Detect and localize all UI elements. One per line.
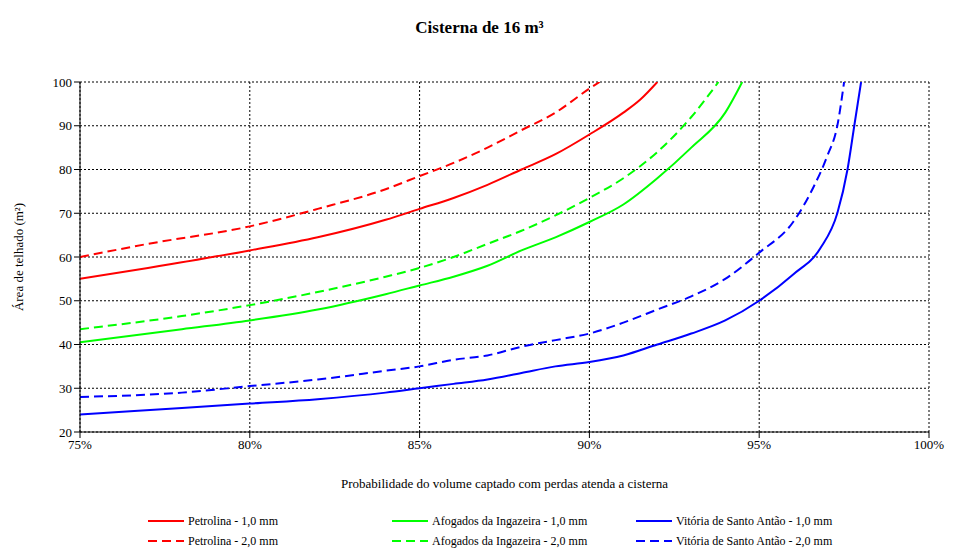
svg-text:20: 20	[59, 425, 72, 440]
html-text:Afogados da Ingazeira - 1,0 mm: Afogados da Ingazeira - 1,0 mm	[432, 513, 588, 528]
svg-text:Área de telhado (m²): Área de telhado (m²)	[11, 203, 26, 311]
svg-text:60: 60	[59, 250, 72, 265]
html-text:Vitória de Santo Antão - 1,0 m: Vitória de Santo Antão - 1,0 mm	[676, 513, 833, 528]
html-text:Petrolina - 2,0 mm: Petrolina - 2,0 mm	[188, 533, 278, 548]
svg-text:100%: 100%	[914, 437, 945, 452]
svg-text:80%: 80%	[238, 437, 262, 452]
svg-text:90%: 90%	[577, 437, 601, 452]
svg-text:85%: 85%	[408, 437, 432, 452]
svg-text:Probabilidade do volume captad: Probabilidade do volume captado com perd…	[341, 476, 668, 491]
html-text:Vitória de Santo Antão - 2,0 m: Vitória de Santo Antão - 2,0 mm	[676, 533, 833, 548]
svg-text:100: 100	[53, 75, 73, 90]
svg-text:75%: 75%	[68, 437, 92, 453]
svg-text:95%: 95%	[747, 437, 771, 452]
svg-text:40: 40	[59, 337, 72, 352]
html-text:Petrolina - 1,0 mm: Petrolina - 1,0 mm	[188, 513, 278, 528]
svg-text:70: 70	[59, 206, 72, 221]
svg-text:80: 80	[59, 162, 72, 177]
html-text:Afogados da Ingazeira - 2,0 mm: Afogados da Ingazeira - 2,0 mm	[432, 533, 588, 548]
svg-text:90: 90	[59, 118, 72, 133]
svg-text:50: 50	[59, 293, 72, 308]
html-text:Cisterna de 16 m³: Cisterna de 16 m³	[415, 18, 544, 37]
svg-text:30: 30	[59, 381, 72, 396]
